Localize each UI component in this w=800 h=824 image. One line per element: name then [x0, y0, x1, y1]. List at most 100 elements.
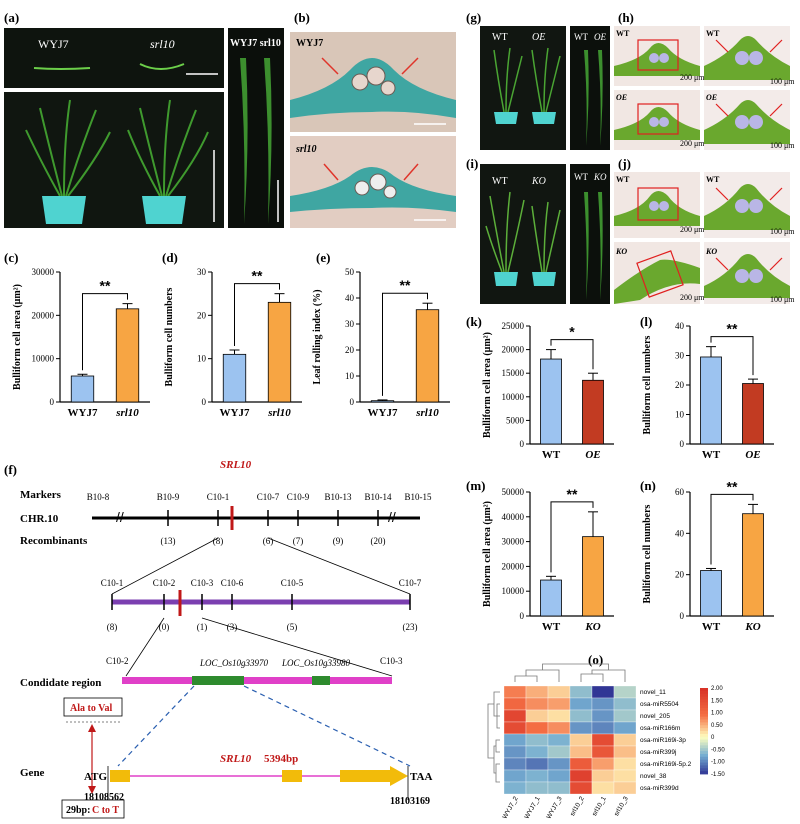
heatmap-cell	[569, 745, 593, 759]
heatmap-cell	[613, 769, 637, 783]
scale-tick-label: 0	[711, 735, 715, 741]
chr-marker-label: C10-9	[287, 492, 310, 502]
fine-recomb-label: (23)	[403, 622, 418, 632]
scale-swatch	[700, 733, 708, 738]
scale-swatch	[700, 719, 708, 723]
chr-marker-label: B10-15	[405, 492, 433, 502]
gene-taa: TAA	[410, 771, 432, 783]
y-tick-label: 20	[345, 345, 355, 355]
gene-len: 5394bp	[264, 753, 298, 765]
heatmap-col-label: WYJ7_1	[523, 795, 542, 820]
heatmap-cell	[591, 781, 615, 795]
y-tick-label: 20000	[32, 310, 55, 320]
heatmap-cell	[525, 733, 549, 747]
micrograph-h-scale4: 100 μm	[770, 141, 795, 150]
heatmap-row-label: osa-miR399d	[640, 785, 679, 792]
heatmap-cell	[525, 757, 549, 771]
sig-bracket	[550, 501, 594, 573]
photo-a-top: WYJ7 srl10	[4, 28, 224, 88]
photo-g-oe-label: OE	[532, 32, 545, 43]
panel-label-a: (a)	[4, 10, 19, 25]
map-cand-label: Condidate region	[20, 677, 101, 689]
y-tick-label: 40	[345, 293, 355, 303]
scale-swatch	[700, 731, 708, 735]
heatmap-row-label: osa-miR169i-3p	[640, 737, 686, 744]
heatmap-col-label: WYJ7_3	[545, 795, 564, 820]
x-tick-label: WT	[542, 621, 561, 633]
x-tick-label: WT	[542, 449, 561, 461]
scale-swatch	[700, 771, 708, 775]
panel-label-j: (j)	[618, 156, 631, 171]
genetic-map-f: SRL10 Markers CHR.10 Recombinants // // …	[20, 459, 433, 819]
panel-label-d: (d)	[162, 250, 178, 265]
photo-a-leaf-labels: WYJ7 srl10	[230, 38, 281, 49]
heatmap-row-label: novel_11	[640, 689, 666, 696]
x-tick-label: WYJ7	[368, 407, 398, 419]
y-axis-label: Bulliform cell numbers	[642, 504, 653, 603]
heatmap-cell	[547, 769, 571, 783]
bar-chart-n: 0 20 40 60 Bulliform cell numbers WT KO **	[642, 478, 774, 633]
pos-left: 18108562	[84, 792, 124, 803]
y-axis-label: Bulliform cell area (μm²)	[12, 284, 23, 390]
micrograph-j-scale1: 200 μm	[680, 225, 705, 234]
panel-label-f: (f)	[4, 462, 17, 477]
scale-tick-label: 1.00	[711, 711, 723, 717]
x-tick-label: KO	[744, 621, 760, 633]
sig-bracket	[82, 293, 128, 371]
panel-label-h: (h)	[618, 10, 634, 25]
bar-srl10	[415, 309, 440, 403]
heatmap-cell	[591, 697, 615, 711]
pos-right: 18103169	[390, 796, 430, 807]
y-tick-label: 10	[345, 371, 355, 381]
heatmap-cell	[547, 709, 571, 723]
y-tick-label: 25000	[502, 321, 525, 331]
photo-g-wt-leaf-label: WT	[574, 32, 588, 42]
scale-swatch	[700, 736, 708, 740]
heatmap-cell	[525, 709, 549, 723]
micrograph-h-wt2: WT	[706, 29, 720, 38]
y-tick-label: 0	[520, 611, 525, 621]
scale-swatch	[700, 702, 708, 706]
y-tick-label: 30000	[32, 267, 55, 277]
chr-break-left: //	[116, 509, 124, 525]
heatmap-cell	[569, 757, 593, 771]
y-tick-label: 0	[680, 439, 685, 449]
y-axis-label: Bulliform cell numbers	[642, 335, 653, 434]
chr-marker-label: B10-14	[365, 492, 393, 502]
scale-swatch	[700, 756, 708, 761]
heatmap-cell	[525, 781, 549, 795]
scale-tick-label: -1.00	[711, 760, 725, 766]
chr-recomb-label: (6)	[263, 536, 274, 546]
scale-tick-label: -1.50	[711, 772, 725, 778]
chr-marker-label: C10-7	[257, 492, 280, 502]
fine-recomb-label: (0)	[159, 622, 170, 632]
scale-swatch	[700, 751, 708, 755]
heatmap-cell	[613, 745, 637, 759]
sig-bracket	[710, 493, 754, 565]
bar-KO	[582, 536, 604, 617]
micrograph-h-wt1: WT	[616, 29, 630, 38]
scale-swatch	[700, 693, 708, 697]
micrograph-h-oe1: OE	[616, 93, 627, 102]
y-axis-label: Leaf rolling index (%)	[312, 289, 323, 384]
heatmap-row-label: novel_205	[640, 713, 670, 720]
heatmap-cell	[569, 697, 593, 711]
scale-swatch	[700, 745, 708, 749]
map-recomb-label: Recombinants	[20, 535, 88, 547]
heatmap-cell	[503, 745, 527, 759]
mut-aa-text: Ala to Val	[70, 703, 112, 714]
gene-atg: ATG	[84, 771, 107, 783]
panel-label-o: (o)	[588, 652, 603, 667]
heatmap-row-label: osa-miR166m	[640, 725, 680, 732]
panel-label-b: (b)	[294, 10, 310, 25]
x-tick-label: OE	[745, 449, 760, 461]
heatmap-cell	[591, 769, 615, 783]
map-cand-left: C10-2	[106, 656, 129, 666]
sig-bracket	[382, 292, 428, 396]
fine-recomb-label: (1)	[197, 622, 208, 632]
micrograph-j-scale2: 100 μm	[770, 227, 795, 236]
bar-chart-k: 0 5000 10000 15000 20000 25000 Bulliform cell …	[482, 321, 614, 461]
chr-marker-label: B10-13	[325, 492, 353, 502]
y-tick-label: 20	[675, 570, 685, 580]
